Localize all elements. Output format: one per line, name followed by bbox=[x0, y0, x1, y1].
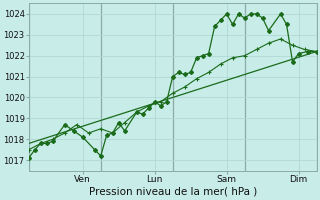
X-axis label: Pression niveau de la mer( hPa ): Pression niveau de la mer( hPa ) bbox=[89, 187, 257, 197]
